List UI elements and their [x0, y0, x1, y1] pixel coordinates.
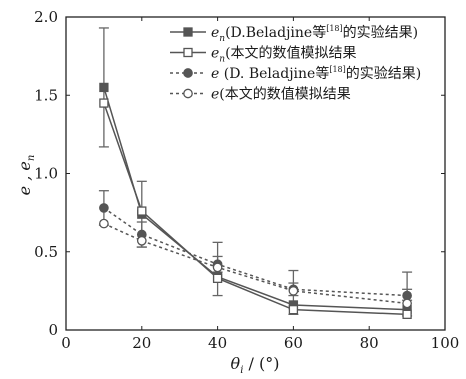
series-line-2 — [104, 103, 407, 314]
y-tick-label: 1.0 — [34, 165, 58, 183]
plot-frame — [66, 17, 445, 330]
data-point-series-2 — [289, 306, 297, 314]
y-tick-label: 0 — [48, 321, 58, 339]
legend-label-3: e (D. Beladjine等[18]的实验结果) — [211, 65, 421, 82]
legend-label-1: en(D.Beladjine等[18]的实验结果) — [211, 24, 418, 44]
x-tick-label: 40 — [208, 334, 227, 352]
x-tick-label: 20 — [132, 334, 151, 352]
legend-marker-1 — [184, 28, 192, 36]
data-point-series-2 — [403, 310, 411, 318]
legend-label-2: en(本文的数值模拟结果 — [211, 46, 357, 65]
x-axis-label: θi / (°) — [231, 354, 280, 376]
x-tick-label: 80 — [360, 334, 379, 352]
series-markers — [100, 83, 412, 318]
y-tick-label: 0.5 — [34, 243, 58, 261]
series-lines — [104, 87, 407, 314]
data-point-series-4 — [213, 263, 221, 271]
data-point-series-2 — [100, 99, 108, 107]
x-tick-label: 60 — [284, 334, 303, 352]
data-point-series-4 — [403, 299, 411, 307]
series-line-1 — [104, 87, 407, 309]
legend-symbol: e — [211, 66, 219, 82]
data-point-series-4 — [100, 219, 108, 227]
legend-text-tail: 的实验结果) — [343, 25, 418, 41]
legend-label-4: e(本文的数值模拟结果 — [211, 87, 351, 103]
y-axis-label: e , en — [15, 155, 37, 196]
data-point-series-4 — [138, 237, 146, 245]
data-point-series-2 — [214, 274, 222, 282]
y-axis-label-sub: n — [26, 155, 37, 161]
legend-sup: [18] — [326, 24, 342, 33]
legend-marker-3 — [184, 69, 192, 77]
legend-symbol: e — [211, 46, 219, 62]
legend-symbol: e — [211, 25, 219, 41]
x-axis-label-unit: / (°) — [243, 354, 279, 373]
legend-marker-2 — [184, 49, 192, 57]
legend-text: (D.Beladjine等 — [225, 24, 326, 41]
x-tick-label: 100 — [431, 334, 460, 352]
data-point-series-4 — [289, 287, 297, 295]
legend-marker-4 — [184, 89, 192, 97]
data-point-series-3 — [403, 291, 411, 299]
data-point-series-1 — [100, 83, 108, 91]
x-axis-label-symbol: θ — [231, 354, 241, 373]
legend-text: (本文的数值模拟结果 — [219, 87, 350, 103]
legend-sup: [18] — [329, 65, 345, 74]
x-tick-label: 0 — [61, 334, 71, 352]
legend-text: (本文的数值模拟结果 — [225, 46, 356, 62]
legend-symbol: e — [211, 87, 219, 103]
y-tick-label: 1.5 — [34, 86, 58, 104]
legend-text-tail: 的实验结果) — [346, 66, 421, 82]
y-tick-label: 2.0 — [34, 8, 58, 26]
data-point-series-2 — [138, 207, 146, 215]
legend-text: (D. Beladjine等 — [219, 65, 329, 82]
data-point-series-3 — [100, 204, 108, 212]
y-axis-label-text: e , e — [15, 161, 34, 195]
